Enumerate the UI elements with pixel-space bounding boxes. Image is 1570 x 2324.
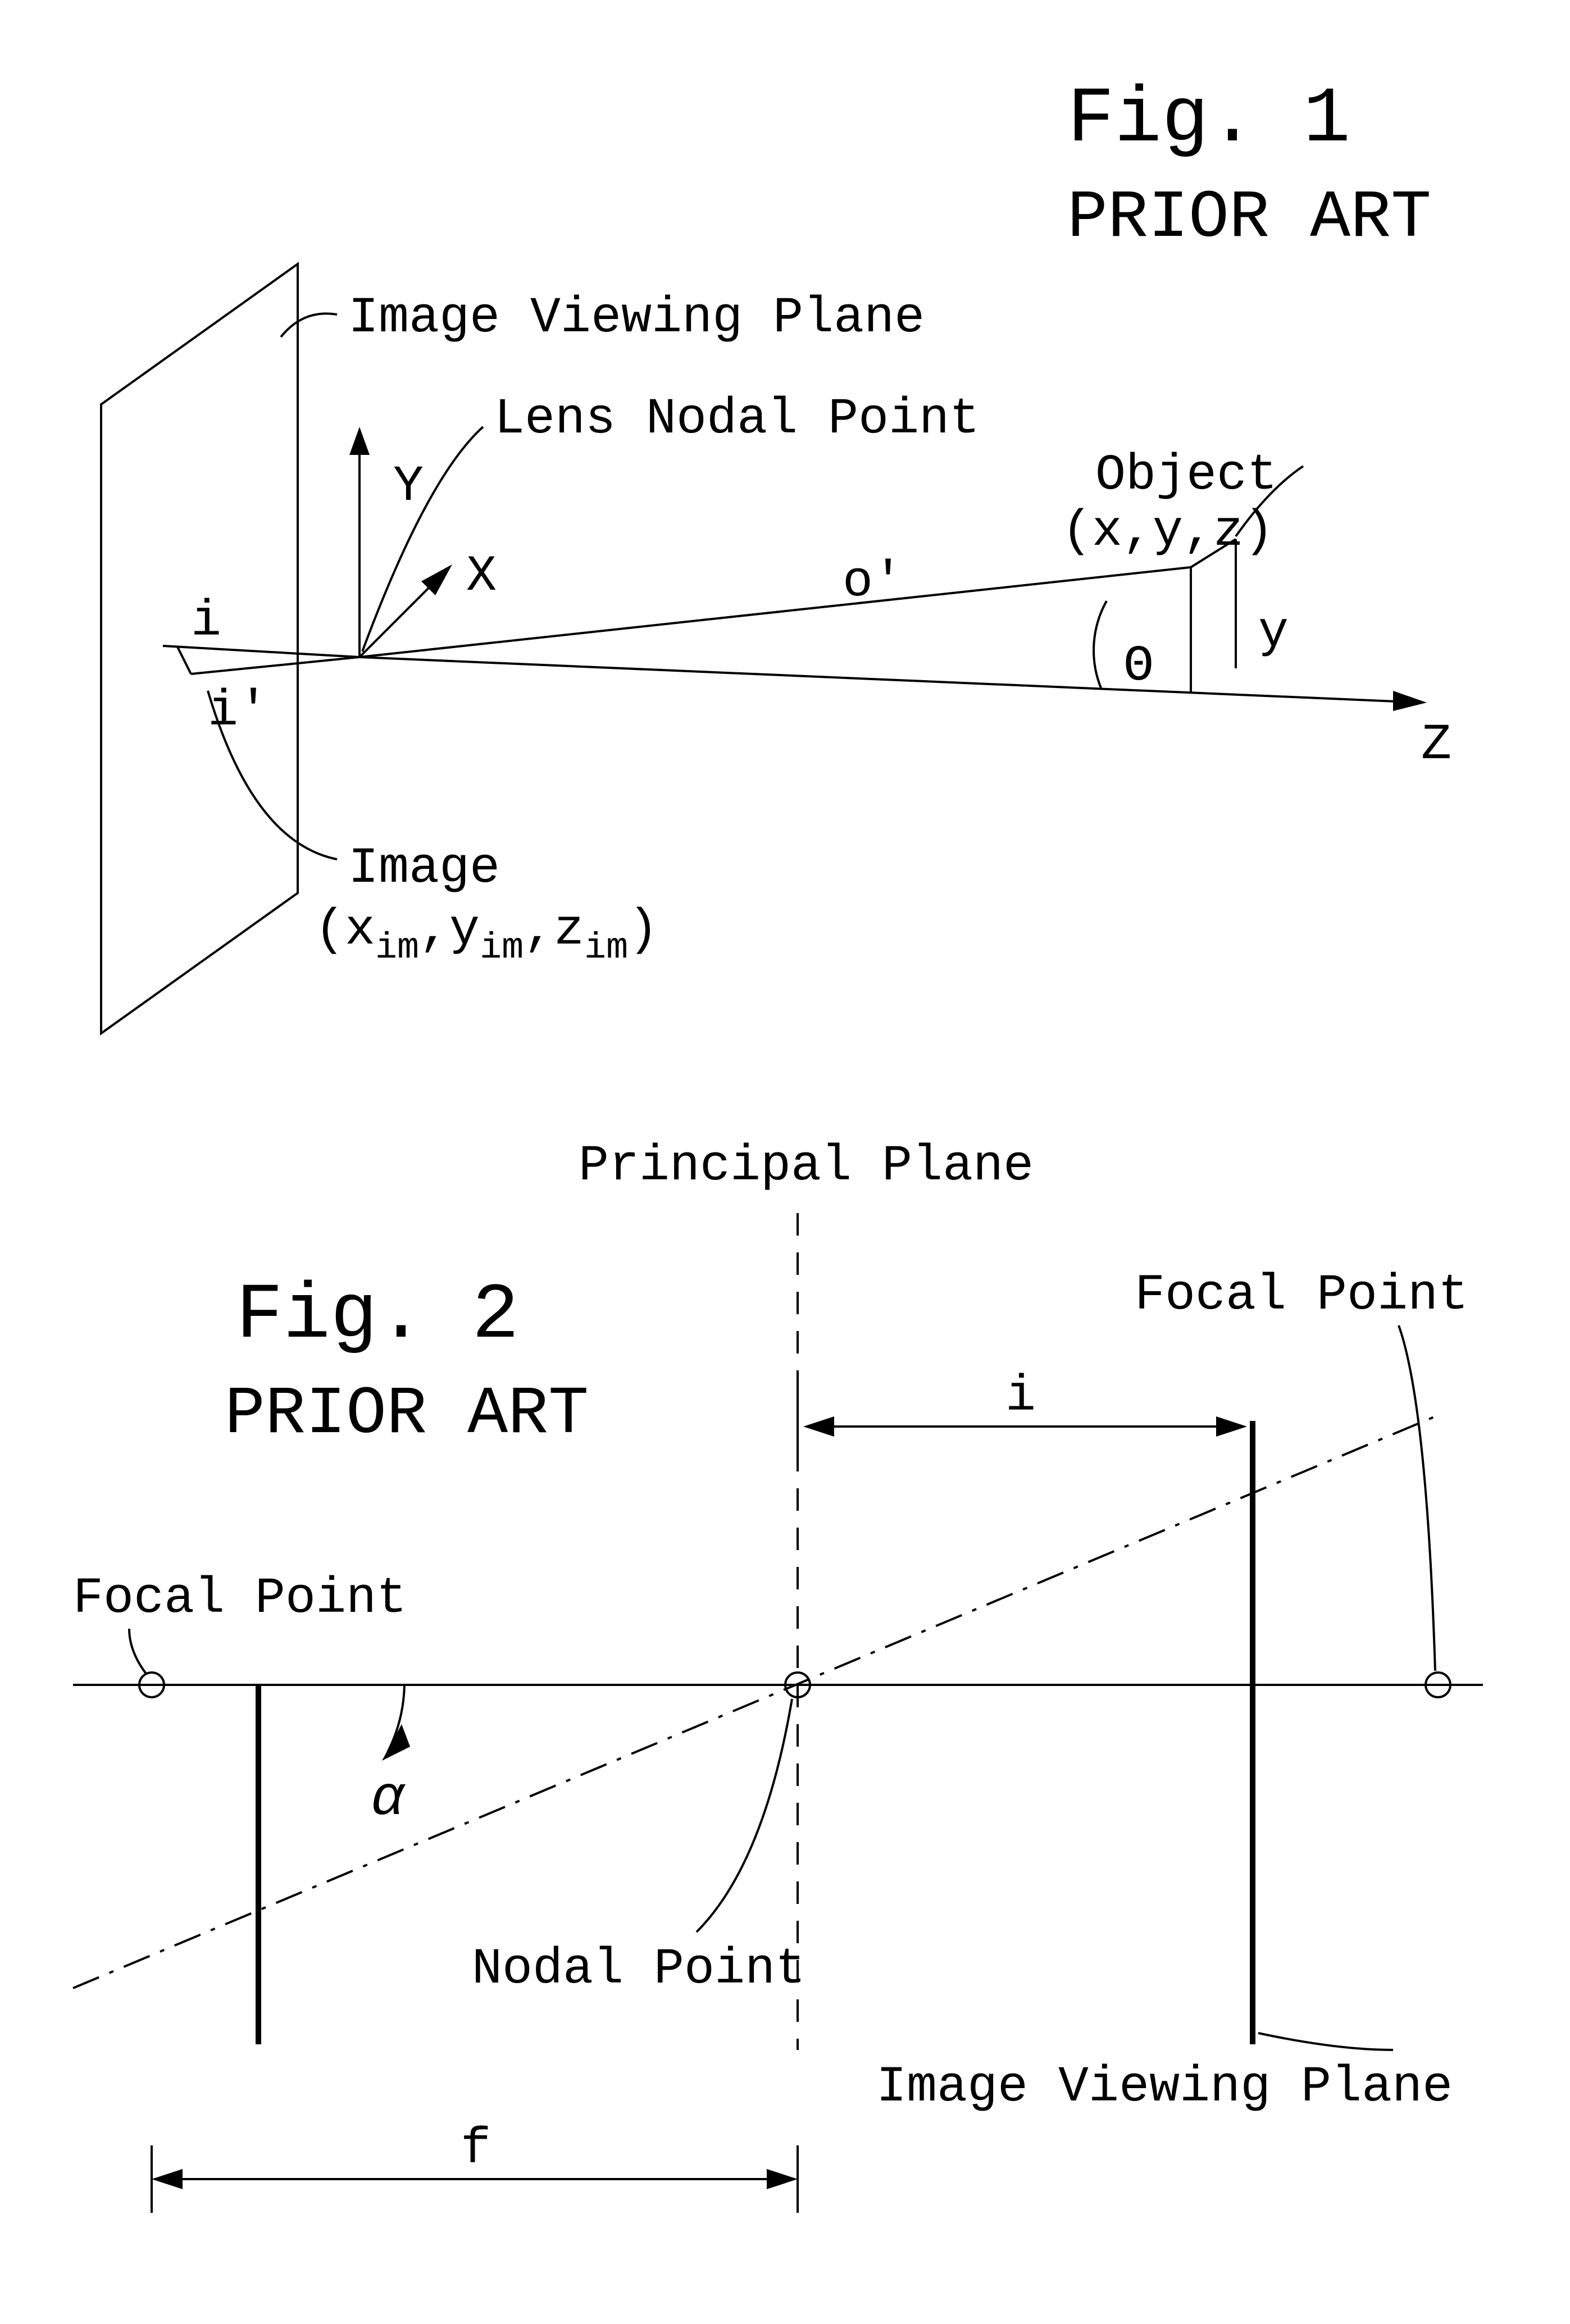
label-ivp2: Image Viewing Plane [876, 2059, 1453, 2116]
fig1-subtitle: PRIOR ART [1067, 180, 1431, 257]
iprime-line [191, 657, 359, 674]
label-iprime: i' [208, 683, 269, 740]
label-i-dim: i [1005, 1368, 1036, 1425]
z-arrow [1393, 691, 1427, 711]
label-f-dim: f [461, 2121, 491, 2178]
label-y: Y [393, 458, 424, 516]
label-i: i [191, 593, 221, 650]
leader-focal-left [129, 1629, 146, 1674]
y-arrow [349, 427, 370, 455]
label-lens-nodal: Lens Nodal Point [494, 391, 980, 448]
label-image: Image [348, 840, 500, 897]
i-arrow-right [1216, 1416, 1247, 1437]
figure-1: Fig. 1 PRIOR ART Image Viewing Plane Y X… [101, 75, 1451, 1033]
theta-arc [1094, 601, 1107, 688]
label-object-coords: (x,y,z) [1062, 503, 1274, 561]
figure-2: Fig. 2 PRIOR ART Principal Plane α i [73, 1138, 1483, 2213]
diagram-svg: Fig. 1 PRIOR ART Image Viewing Plane Y X… [0, 0, 1570, 2324]
leader-nodal [697, 1699, 792, 1932]
label-focal-right: Focal Point [1135, 1267, 1468, 1324]
z-axis [359, 657, 1410, 702]
leader-focal-right [1399, 1325, 1435, 1671]
label-oprime: o' [843, 554, 903, 611]
fig1-title: Fig. 1 [1067, 75, 1350, 165]
i-arrow-left [803, 1416, 834, 1437]
label-theta: Θ [1123, 638, 1154, 695]
label-nodal-point: Nodal Point [472, 1941, 806, 1998]
label-y-obj: y [1258, 604, 1289, 662]
f-arrow-right [767, 2169, 798, 2189]
diagram-page: Fig. 1 PRIOR ART Image Viewing Plane Y X… [0, 0, 1570, 2324]
fig2-subtitle: PRIOR ART [225, 1377, 589, 1453]
leader-ivp [281, 313, 337, 337]
fig2-title: Fig. 2 [236, 1272, 519, 1361]
iprime-tick [177, 646, 191, 674]
label-image-viewing-plane: Image Viewing Plane [348, 290, 925, 347]
leader-ivp2 [1258, 2033, 1393, 2050]
ray-line [73, 1415, 1438, 1988]
label-object: Object [1095, 447, 1277, 504]
label-x: X [466, 548, 497, 605]
label-z: Z [1421, 717, 1451, 774]
label-image-coords: (xim,yim,zim) [315, 902, 658, 969]
label-focal-left: Focal Point [73, 1570, 407, 1628]
label-principal-plane: Principal Plane [579, 1138, 1034, 1195]
f-arrow-left [152, 2169, 183, 2189]
label-alpha: α [371, 1768, 406, 1831]
